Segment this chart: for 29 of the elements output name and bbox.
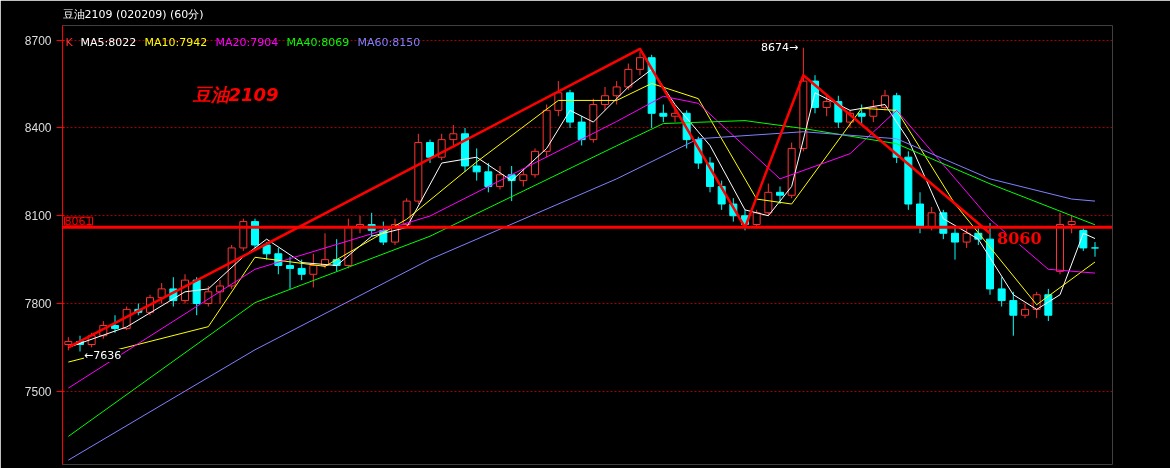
y-tick-label: 8400 [24,121,52,136]
candlestick [566,89,574,129]
annotation: 8060 [997,229,1042,249]
text: MA20:7904 [215,35,279,49]
text: MA40:8069 [286,35,350,49]
candlestick [426,139,434,164]
candlestick [111,314,119,334]
candlestick [986,222,994,296]
candlestick [916,191,924,234]
annotation: 豆油2109 [191,83,279,105]
candlestick [776,185,784,205]
y-tick-label: 8700 [24,33,52,48]
text: MA10:7942 [144,35,208,49]
candlestick [286,256,294,290]
candlestick [601,86,609,111]
text: MA5:8022 [80,35,137,49]
annotation: ←7636 [84,349,122,363]
annotation: 8674→ [761,41,799,55]
text: MA60:8150 [357,35,421,49]
text: K [65,35,74,49]
chart-title: 豆油2109 (020209) (60分) [62,7,204,21]
y-tick-label: 7500 [24,384,52,399]
y-tick-label: 8100 [24,209,52,224]
y-tick-label: 7800 [24,297,52,312]
candlestick [951,226,959,261]
ref-line-label: 8061 [64,215,93,229]
candlestick [1021,303,1029,319]
candlestick [1091,241,1099,258]
candlestick [636,51,644,76]
